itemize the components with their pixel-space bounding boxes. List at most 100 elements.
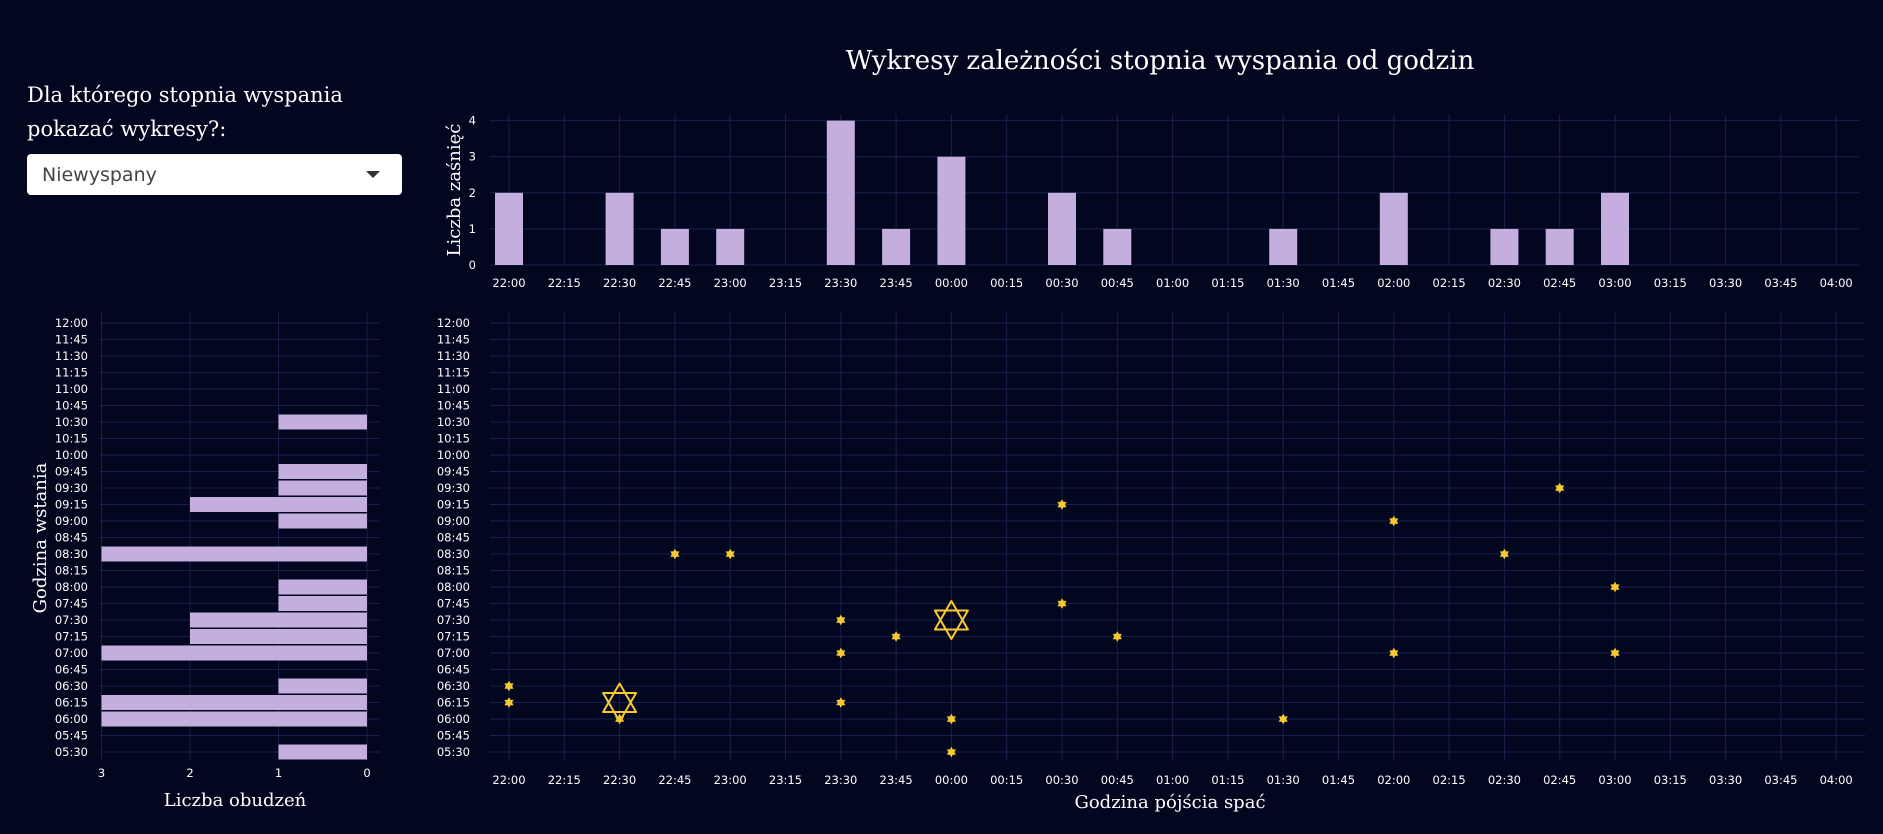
left-y-tick: 08:45 <box>55 531 88 545</box>
left-y-tick: 08:15 <box>55 564 88 578</box>
top-bar <box>1601 192 1629 265</box>
left-y-axis-title: Godzina wstania <box>30 462 51 613</box>
top-bar-chart: 0 1 2 3 4 22:00 22:15 22:30 22:45 23:00 23:15 23:30… <box>444 114 1860 290</box>
main-y-tick: 09:45 <box>437 465 470 479</box>
top-x-tick: 22:45 <box>658 276 691 290</box>
main-x-tick: 22:00 <box>492 773 525 787</box>
left-y-tick: 11:45 <box>55 333 88 347</box>
main-x-tick: 00:00 <box>935 773 968 787</box>
top-y-axis-title: Liczba zaśnięć <box>444 124 465 257</box>
main-y-tick: 11:30 <box>437 349 470 363</box>
left-bar <box>190 497 367 512</box>
top-bar <box>1269 228 1298 265</box>
star-marker <box>836 697 846 708</box>
left-y-tick: 05:30 <box>55 745 88 759</box>
star-marker <box>615 713 625 725</box>
left-y-tick: 11:30 <box>55 349 88 363</box>
chevron-down-icon[interactable] <box>366 171 380 178</box>
left-y-tick: 10:15 <box>55 432 88 446</box>
top-y-tick: 4 <box>469 114 476 128</box>
top-bar <box>660 228 689 265</box>
star-marker <box>1610 581 1620 593</box>
star-marker <box>504 697 514 708</box>
star-marker <box>725 548 735 560</box>
main-y-tick: 08:15 <box>437 564 470 578</box>
left-y-tick: 10:45 <box>55 399 88 413</box>
main-x-tick: 00:30 <box>1045 773 1078 787</box>
star-marker <box>946 713 956 725</box>
top-x-tick: 02:00 <box>1377 276 1410 290</box>
top-y-tick: 3 <box>469 150 476 164</box>
main-x-tick: 02:30 <box>1488 773 1521 787</box>
left-y-tick: 05:45 <box>55 729 88 743</box>
top-y-tick: 1 <box>469 222 476 236</box>
sleep-level-dropdown[interactable]: Niewyspany <box>27 154 402 195</box>
page-title: Wykresy zależności stopnia wyspania od g… <box>845 46 1475 76</box>
left-y-tick: 07:00 <box>55 646 88 660</box>
star-marker <box>836 614 846 626</box>
left-bar <box>190 612 367 628</box>
left-y-tick: 06:30 <box>55 679 88 693</box>
main-x-tick: 22:15 <box>548 773 581 787</box>
left-y-tick: 10:00 <box>55 448 88 462</box>
main-x-tick: 01:15 <box>1211 773 1244 787</box>
top-y-tick: 2 <box>469 186 476 200</box>
top-x-tick: 00:00 <box>935 276 968 290</box>
star-marker <box>1555 482 1565 494</box>
star-marker <box>1112 631 1122 642</box>
left-y-tick: 08:30 <box>55 547 88 561</box>
top-x-tick: 03:45 <box>1764 276 1797 290</box>
left-y-tick: 07:30 <box>55 613 88 627</box>
left-y-tick: 06:15 <box>55 696 88 710</box>
left-y-tick: 07:15 <box>55 630 88 644</box>
main-y-tick: 11:15 <box>437 366 470 380</box>
main-y-tick: 12:00 <box>437 316 470 330</box>
left-bar <box>278 678 367 694</box>
main-y-tick: 08:00 <box>437 580 470 594</box>
top-x-tick: 00:45 <box>1101 276 1134 290</box>
scatter-chart: 22:00 22:15 22:30 22:45 23:00 23:15 23:30 23:45… <box>437 313 1865 813</box>
top-bar <box>937 156 966 265</box>
top-y-tick: 0 <box>469 258 476 272</box>
left-x-tick: 0 <box>363 766 370 780</box>
top-x-tick: 23:00 <box>714 276 747 290</box>
main-y-tick: 06:30 <box>437 679 470 693</box>
left-bar <box>101 695 367 710</box>
main-x-tick: 02:45 <box>1543 773 1576 787</box>
top-x-tick: 00:15 <box>990 276 1023 290</box>
main-x-tick: 00:15 <box>990 773 1023 787</box>
top-x-tick: 01:30 <box>1267 276 1300 290</box>
star-marker <box>891 631 901 642</box>
top-x-tick: 03:15 <box>1654 276 1687 290</box>
main-x-tick: 04:00 <box>1820 773 1853 787</box>
main-x-tick: 00:45 <box>1101 773 1134 787</box>
main-x-tick: 01:30 <box>1267 773 1300 787</box>
main-y-tick: 06:15 <box>437 696 470 710</box>
main-y-tick: 10:45 <box>437 399 470 413</box>
main-y-tick: 09:15 <box>437 498 470 512</box>
main-y-tick: 11:00 <box>437 382 470 396</box>
left-bar <box>278 744 367 760</box>
top-bar <box>1490 228 1519 265</box>
star-marker <box>1389 647 1399 659</box>
left-y-tick: 11:15 <box>55 366 88 380</box>
top-x-tick: 23:45 <box>880 276 913 290</box>
main-x-tick: 03:15 <box>1654 773 1687 787</box>
main-x-tick: 01:45 <box>1322 773 1355 787</box>
top-bar <box>605 192 634 265</box>
top-bar <box>716 228 745 265</box>
main-x-tick: 23:00 <box>714 773 747 787</box>
left-bar <box>190 629 367 644</box>
main-y-tick: 11:45 <box>437 333 470 347</box>
star-marker-large <box>602 682 638 723</box>
left-y-tick: 09:30 <box>55 481 88 495</box>
main-y-tick: 10:00 <box>437 448 470 462</box>
left-bar <box>278 596 367 611</box>
main-x-tick: 02:00 <box>1377 773 1410 787</box>
star-marker <box>1057 598 1067 609</box>
left-y-tick: 07:45 <box>55 597 88 611</box>
star-marker <box>670 548 680 560</box>
star-marker <box>1389 515 1399 527</box>
left-bar <box>278 513 367 529</box>
